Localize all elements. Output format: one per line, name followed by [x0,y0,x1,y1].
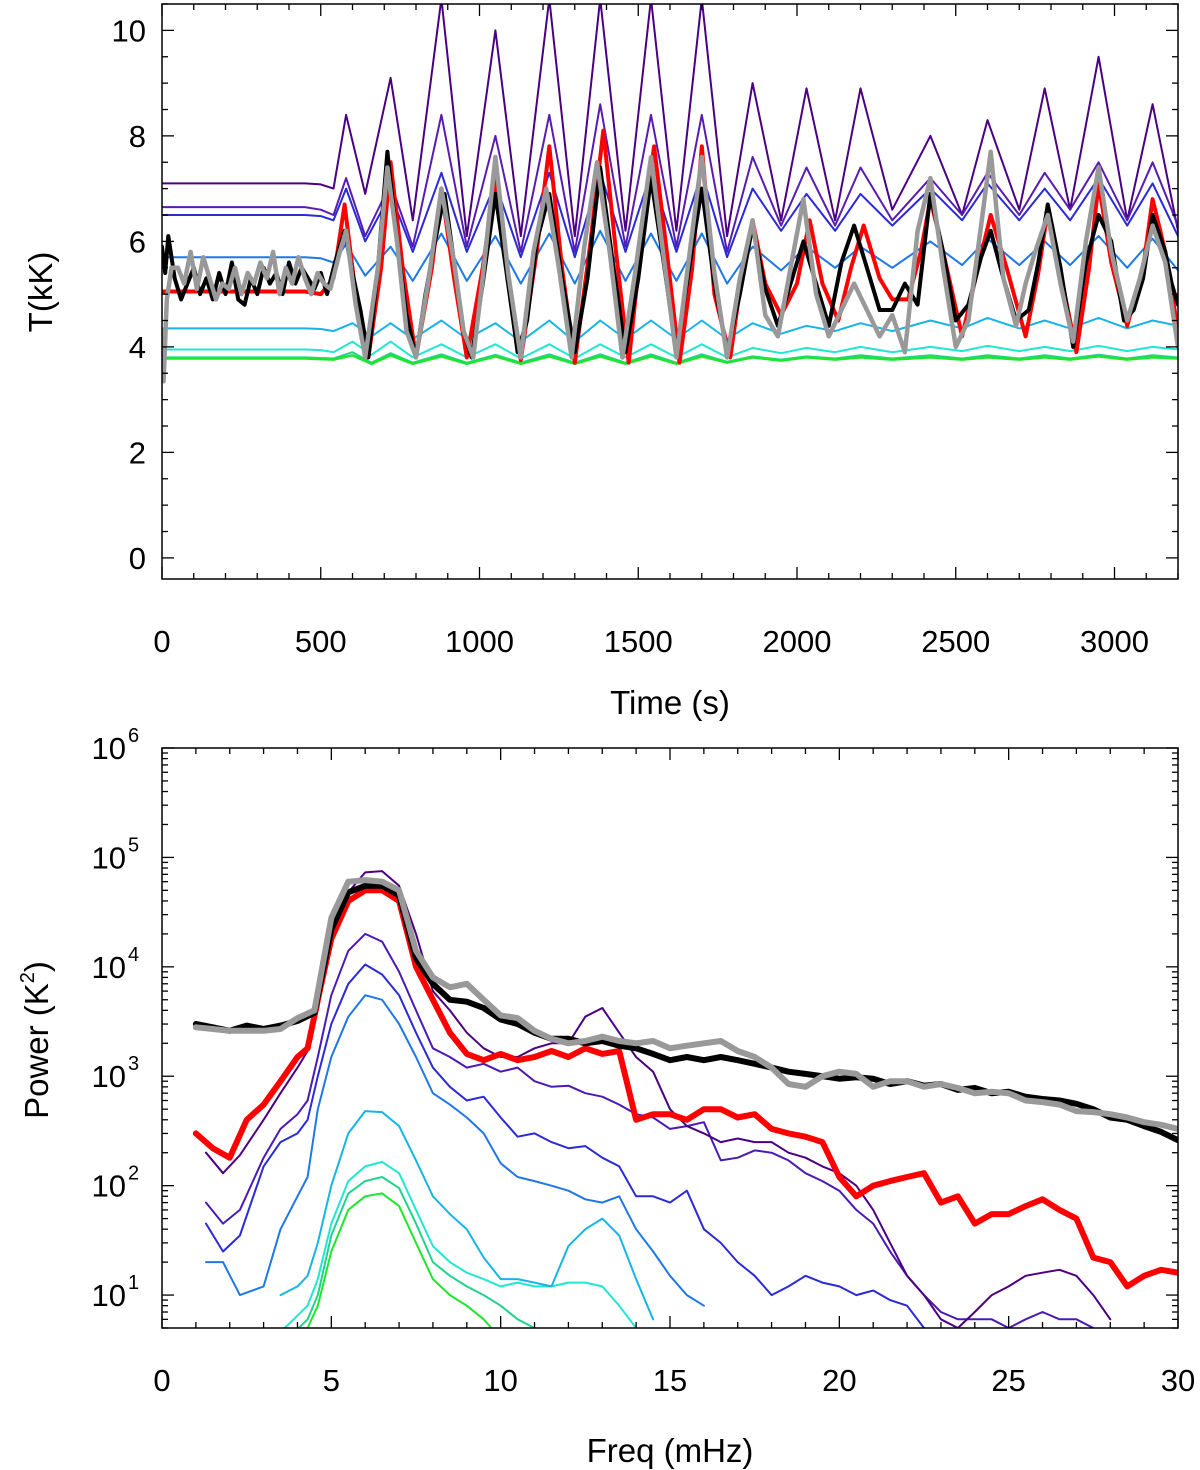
power-series-line-2 [297,1176,536,1328]
y-tick-exponent: 2 [128,1163,139,1185]
y-tick-label: 10 [92,731,126,766]
y-tick-label: 10 [92,950,126,985]
x-tick-label: 1000 [445,624,514,659]
y-tick-label: 8 [129,119,146,154]
y-tick-exponent: 6 [128,725,139,747]
x-tick-label: 30 [1161,1363,1195,1398]
x-tick-label: 0 [153,624,170,659]
y-tick-label: 0 [129,541,146,576]
y-tick-label: 10 [92,1169,126,1204]
x-tick-label: 2500 [921,624,990,659]
y-tick-label: 10 [92,1278,126,1313]
power-plot-frame [161,747,1179,1329]
power-y-axis-label-main: Power (K [18,983,55,1119]
temperature-series-line-8 [162,354,1178,366]
power-series-group [192,870,1178,1328]
temperature-panel: 0 500 1000 1500 2000 2500 3000 0 2 4 6 8 10 Time (s)… [22,3,1179,721]
y-tick-label: 10 [92,840,126,875]
power-series-line-6 [205,963,925,1328]
temperature-plot-frame [161,3,1179,580]
temperature-series-line-1 [162,4,1178,238]
power-series-line-11 [192,877,1178,1132]
y-tick-label: 10 [92,1059,126,1094]
power-series-line-7 [205,932,1095,1328]
temperature-series-group [162,4,1178,384]
power-x-axis-label: Freq (mHz) [587,1432,754,1469]
x-tick-label: 15 [653,1363,687,1398]
x-tick-label: 3000 [1080,624,1149,659]
y-tick-exponent: 4 [128,944,139,966]
temperature-axis-ticks: 0 500 1000 1500 2000 2500 3000 0 2 4 6 8 10 [112,3,1179,659]
y-tick-label: 4 [129,330,146,365]
x-tick-label: 2000 [763,624,832,659]
power-series-line-5 [205,994,705,1307]
power-series-line-1 [306,1192,493,1328]
power-y-axis-label-close: ) [18,961,55,972]
y-tick-label: 10 [112,13,146,48]
x-tick-label: 1500 [604,624,673,659]
x-tick-label: 5 [323,1363,340,1398]
power-series-line-4 [279,1110,655,1321]
power-series-line-3 [283,1160,638,1328]
power-y-axis-label: Power (K2) [17,961,55,1119]
y-tick-exponent: 5 [128,834,139,856]
y-tick-label: 6 [129,224,146,259]
x-tick-label: 0 [153,1363,170,1398]
power-y-axis-label-exponent: 2 [17,972,39,983]
x-tick-label: 500 [295,624,347,659]
temperature-series-line-11 [162,149,1178,384]
power-series-line-9 [192,887,1178,1290]
y-tick-exponent: 3 [128,1053,139,1075]
temperature-y-axis-label: T(kK) [22,252,59,333]
x-tick-label: 20 [822,1363,856,1398]
y-tick-exponent: 1 [128,1272,139,1294]
x-tick-label: 10 [483,1363,517,1398]
y-tick-label: 2 [129,435,146,470]
x-tick-label: 25 [991,1363,1025,1398]
temperature-series-line-7 [162,351,1178,364]
temperature-x-axis-label: Time (s) [610,684,730,721]
temperature-series-line-6 [162,340,1178,360]
